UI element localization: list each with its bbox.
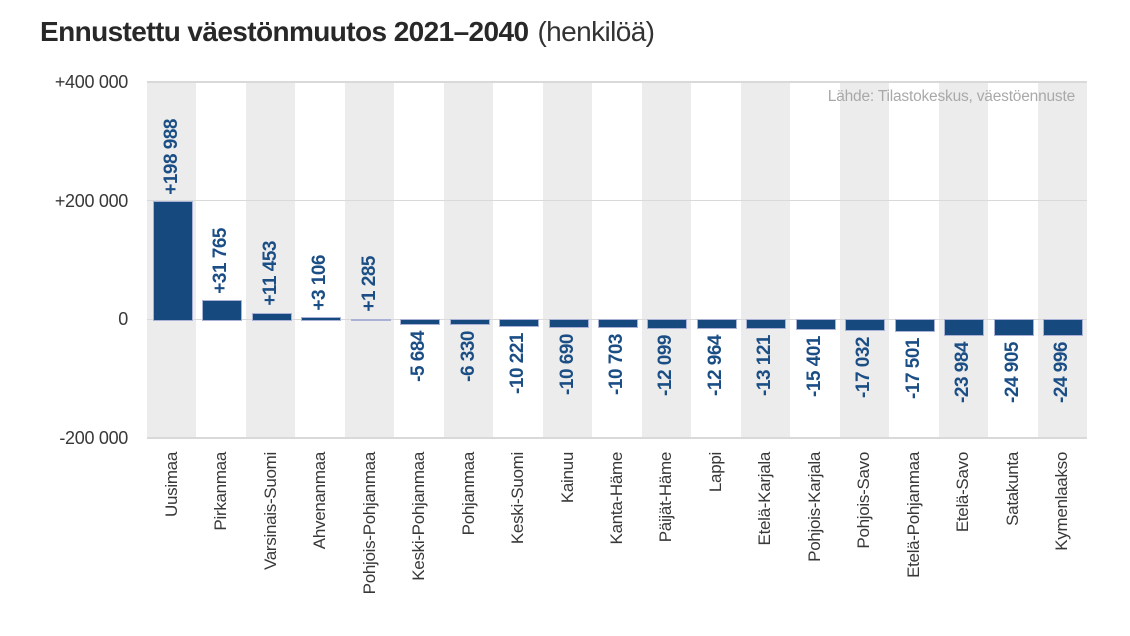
column-stripe [740,82,791,438]
bar-value-label: -10 690 [556,333,578,395]
category-label: Keski-Pohjanmaa [409,452,429,581]
source-note: Lähde: Tilastokeskus, väestöennuste [827,88,1075,105]
y-axis-tick-label: +200 000 [54,190,128,211]
category-label: Satakunta [1002,452,1022,526]
bar [845,319,886,332]
column-stripe [542,82,593,438]
column-stripe [344,82,395,438]
category-label: Kainuu [557,452,577,504]
bar-value-label: -24 905 [1001,342,1023,404]
bar-value-label: -13 121 [754,335,776,397]
bar [944,319,985,336]
category-label: Pirkanmaa [211,452,231,531]
category-label: Etelä-Pohjanmaa [903,452,923,578]
category-label: Pohjanmaa [458,452,478,536]
bar-value-label: -12 964 [704,335,726,396]
bar-value-label: +3 106 [309,254,331,311]
bar-value-label: -17 501 [902,337,924,399]
category-label: Varsinais-Suomi [260,452,280,571]
bar [746,319,787,330]
bar-value-label: -6 330 [457,331,479,382]
bar-value-label: -15 401 [803,336,825,398]
bar [400,319,441,325]
bar-value-label: +31 765 [210,227,232,294]
chart-title-suffix: (henkilöä) [537,16,655,47]
bar [795,319,836,331]
column-stripe [1037,82,1087,438]
bar [647,319,688,329]
grid-line [147,199,1087,202]
bar [598,319,638,328]
category-label: Etelä-Savo [953,452,973,533]
bar [993,319,1034,337]
bar [1043,319,1084,337]
column-stripe [245,82,296,438]
bar-value-label: -5 684 [408,330,430,382]
bar [548,319,589,328]
bar [499,319,540,328]
bar-value-label: -10 221 [507,333,529,395]
category-label: Kymenlaakso [1052,452,1072,551]
category-label: Pohjois-Savo [854,452,874,549]
bar-value-label: -12 099 [655,334,677,396]
bar-value-label: +1 285 [358,255,380,312]
category-label: Päijät-Häme [656,452,676,543]
category-label: Uusimaa [161,452,181,517]
y-axis-tick-label: 0 [118,309,128,330]
column-stripe [839,82,890,438]
bar [696,319,737,330]
y-axis-tick-label: +400 000 [54,72,128,92]
bar [152,201,193,322]
category-label: Lappi [705,452,725,493]
bar [251,312,292,322]
category-label: Keski-Suomi [508,452,528,545]
bar [449,319,490,326]
category-label: Kanta-Häme [607,452,626,545]
y-axis-tick-label: -200 000 [59,428,128,448]
bar-value-label: +198 988 [160,118,182,195]
bar-value-label: -23 984 [952,341,974,403]
category-label: Pohjois-Karjala [804,452,824,562]
chart-title: Ennustettu väestönmuutos 2021–2040 [40,16,529,47]
bar-value-label: -17 032 [853,337,875,399]
category-label: Pohjois-Pohjanmaa [359,452,379,595]
column-stripe [938,82,989,438]
chart-title-row: Ennustettu väestönmuutos 2021–2040 (henki… [40,16,655,48]
bar [894,319,935,332]
bar-value-label: +11 453 [259,240,281,306]
bar [350,318,391,322]
bar [301,317,342,322]
category-label: Etelä-Karjala [755,452,775,546]
bar-value-label: -24 996 [1051,342,1073,404]
column-stripe [443,82,494,438]
column-stripe [641,82,692,438]
grid-line [147,81,1087,83]
category-label: Ahvenanmaa [310,452,330,550]
bar-value-label: -10 703 [606,333,627,395]
bar [202,300,243,322]
grid-line [147,437,1087,439]
